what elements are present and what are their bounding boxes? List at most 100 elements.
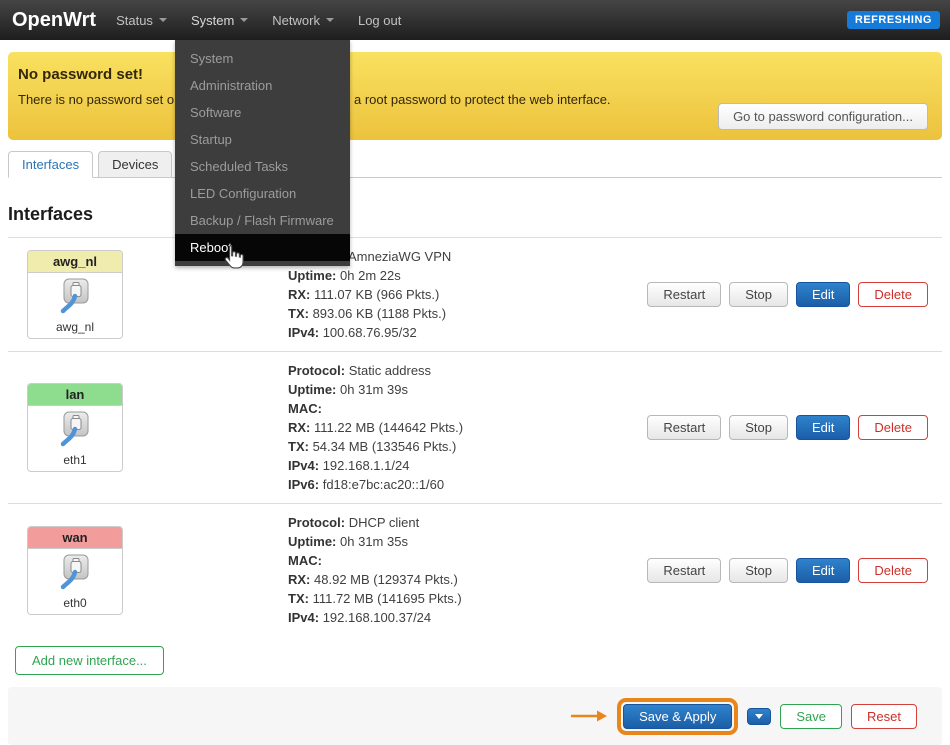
stop-button[interactable]: Stop [729,415,789,440]
tab-devices[interactable]: Devices [98,151,173,178]
stop-button[interactable]: Stop [729,282,789,307]
interface-badge-body: awg_nl [28,273,122,338]
interface-badge-body: eth1 [28,406,122,471]
detail-value: 54.34 MB (133546 Pkts.) [312,439,457,454]
menu-item-backup-flash-firmware[interactable]: Backup / Flash Firmware [190,213,334,228]
detail-label: MAC: [288,553,322,568]
restart-button[interactable]: Restart [647,282,722,307]
footer-action-bar: Save & Apply Save Reset [8,687,942,745]
detail-value: 111.72 MB (141695 Pkts.) [312,591,462,606]
menu-item-startup[interactable]: Startup [190,132,232,147]
go-to-password-config-button[interactable]: Go to password configuration... [718,103,928,130]
chevron-down-icon [158,18,167,22]
menu-item-software[interactable]: Software [190,105,242,120]
openwrt-logo: OpenWrt [12,8,97,31]
interface-row-awg-nl: awg_nl awg_nl Protocol: AmneziaWG VPN Up… [8,238,942,352]
add-new-interface-button[interactable]: Add new interface... [15,646,164,675]
interface-badge-wan: wan eth0 [27,525,123,615]
detail-value: 100.68.76.95/32 [322,325,417,340]
detail-value: Static address [348,363,432,378]
interface-actions: Restart Stop Edit Delete [647,282,942,307]
chevron-down-icon [325,18,334,22]
menu-item-reboot[interactable]: Reboot [175,234,350,261]
interface-badge-body: eth0 [28,549,122,614]
interface-actions: Restart Stop Edit Delete [647,415,942,440]
detail-label: IPv4: [288,325,320,340]
ethernet-port-icon [60,554,89,589]
cursor-pointer-icon [224,244,244,269]
zone-header: wan [28,526,122,549]
detail-value: 111.22 MB (144642 Pkts.) [314,420,464,435]
network-tabs: Interfaces Devices Global network option… [8,150,942,178]
interface-badge-awg-nl: awg_nl awg_nl [27,250,123,339]
detail-label: Protocol: [288,515,346,530]
refreshing-toggle-badge[interactable]: REFRESHING [846,11,940,29]
menu-item-system[interactable]: System [190,51,234,66]
detail-label: Uptime: [288,534,337,549]
delete-button[interactable]: Delete [858,282,928,307]
interface-badge-column: lan eth1 [8,383,288,472]
detail-label: TX: [288,306,309,321]
detail-value: 0h 31m 35s [340,534,408,549]
detail-label: MAC: [288,401,322,416]
detail-label: Uptime: [288,382,337,397]
detail-value: 48.92 MB (129374 Pkts.) [314,572,458,587]
highlight-arrow [571,710,608,722]
page-title: Interfaces [8,204,94,224]
restart-button[interactable]: Restart [647,415,722,440]
no-password-alert: No password set! There is no password se… [8,52,942,140]
detail-value: 893.06 KB (1188 Pkts.) [312,306,447,321]
nav-status[interactable]: Status [104,0,179,40]
interface-details: Protocol: DHCP client Uptime: 0h 31m 35s… [288,513,647,627]
save-button[interactable]: Save [780,703,843,729]
detail-value: 192.168.1.1/24 [322,458,410,473]
nav-network[interactable]: Network [260,0,346,40]
interface-badge-lan: lan eth1 [27,383,123,472]
interface-badge-column: awg_nl awg_nl [8,250,288,339]
interface-row-lan: lan eth1 Protocol: Static address Uptime… [8,352,942,504]
detail-label: IPv4: [288,458,320,473]
edit-button[interactable]: Edit [796,557,851,583]
device-name: eth1 [63,453,87,467]
restart-button[interactable]: Restart [647,557,722,583]
detail-value: 0h 31m 39s [340,382,408,397]
interface-actions: Restart Stop Edit Delete [647,557,942,583]
interface-details: Protocol: Static address Uptime: 0h 31m … [288,361,647,494]
detail-label: RX: [288,572,311,587]
zone-header: lan [28,384,122,406]
delete-button[interactable]: Delete [858,557,928,583]
save-apply-dropdown-toggle[interactable] [747,707,772,725]
detail-value: 111.07 KB (966 Pkts.) [314,287,440,302]
nav-network-label: Network [272,12,320,28]
interface-badge-column: wan eth0 [8,525,288,615]
nav-system-label: System [190,12,235,28]
detail-label: TX: [288,591,309,606]
top-navbar: OpenWrt Status System Network Log out RE… [0,0,950,40]
reset-button[interactable]: Reset [851,703,917,729]
ethernet-port-icon [60,278,89,314]
save-apply-button[interactable]: Save & Apply [623,703,733,729]
zone-header: awg_nl [28,251,122,273]
nav-system[interactable]: System [179,0,260,40]
menu-item-scheduled-tasks[interactable]: Scheduled Tasks [190,159,289,174]
nav-logout-label: Log out [357,12,402,28]
menu-item-administration[interactable]: Administration [190,78,273,93]
detail-label: Protocol: [288,363,346,378]
interface-row-wan: wan eth0 Protocol: DHCP client Uptime: 0… [8,504,942,636]
stop-button[interactable]: Stop [729,557,789,583]
edit-button[interactable]: Edit [796,415,851,440]
menu-item-led-configuration[interactable]: LED Configuration [190,186,297,201]
device-name: awg_nl [55,320,95,334]
divider [8,237,942,238]
detail-label: TX: [288,439,309,454]
detail-label: RX: [288,287,311,302]
detail-label: IPv6: [288,477,320,492]
nav-logout[interactable]: Log out [346,0,413,40]
detail-label: IPv4: [288,610,320,625]
delete-button[interactable]: Delete [858,415,928,440]
detail-label: Uptime: [288,268,337,283]
edit-button[interactable]: Edit [796,282,851,307]
chevron-down-icon [755,713,764,719]
detail-value: 192.168.100.37/24 [322,610,432,625]
tab-interfaces[interactable]: Interfaces [8,151,94,178]
